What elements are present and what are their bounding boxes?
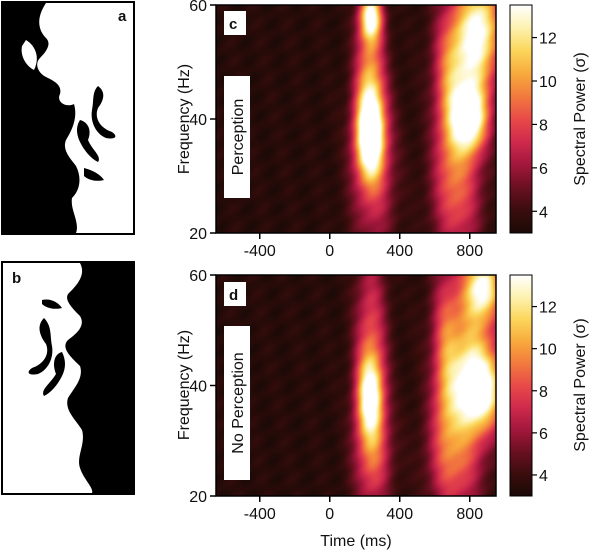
panel-c-xtick-label: 400 (386, 243, 413, 260)
panel-d-ytick-label: 60 (189, 268, 207, 285)
colorbar-c-label: Spectral Power (σ) (572, 52, 589, 185)
panel-d-letter: d (229, 287, 238, 304)
mooney-face-shadow-b (65, 263, 133, 493)
colorbar-c-tick-label: 10 (539, 74, 557, 91)
panel-c-xtick-label: 0 (325, 243, 334, 260)
mooney-face-eye-a (91, 86, 116, 139)
panel-c-heatmap (216, 5, 496, 233)
panel-a-stimulus: a (1, 1, 135, 235)
mooney-face-nose-b (43, 352, 65, 396)
mooney-face-nose-a (77, 120, 99, 162)
mooney-face-mouth-b (42, 299, 62, 309)
panel-d-condition-label: No Perception (230, 352, 247, 453)
colorbar-d-tick-label: 6 (539, 426, 548, 443)
panel-d-xtick-label: 400 (386, 506, 413, 523)
panel-d-xtick-label: 0 (325, 506, 334, 523)
colorbar-c-tick-label: 6 (539, 161, 548, 178)
mooney-face-eye-b (28, 318, 53, 375)
panel-d-xtick-label: 800 (456, 506, 483, 523)
panel-d-xtick-label: -400 (244, 506, 276, 523)
panel-c-ylabel: Frequency (Hz) (176, 64, 193, 174)
panel-d-heatmap (216, 275, 496, 496)
panel-d-xlabel: Time (ms) (320, 533, 391, 550)
mooney-face-highlight-a (21, 40, 37, 70)
panel-b-stimulus: b (1, 261, 135, 495)
panel-c-xtick-label: 800 (456, 243, 483, 260)
panel-c-ytick-label: 40 (189, 112, 207, 129)
colorbar-c-tick-label: 8 (539, 117, 548, 134)
panel-d-ytick-label: 40 (189, 379, 207, 396)
panel-c-condition-box (224, 76, 250, 198)
colorbar-d-tick-label: 8 (539, 384, 548, 401)
mooney-face-shadow-a (3, 3, 80, 233)
colorbar-d-tick-label: 12 (539, 300, 557, 317)
panel-d-condition-box (224, 326, 250, 480)
panel-d-ylabel: Frequency (Hz) (176, 330, 193, 440)
panel-c-letter: c (229, 16, 237, 33)
panel-c-ytick-label: 20 (189, 226, 207, 243)
panel-c-letter-box (224, 11, 246, 35)
colorbar-d-tick-label: 4 (539, 468, 548, 485)
panel-b-letter: b (12, 270, 21, 287)
panel-d-letter-box (224, 282, 246, 306)
colorbar-c-tick-label: 12 (539, 31, 557, 48)
panel-c-condition-label: Perception (230, 99, 247, 176)
panel-d: -400 0 400 800 20 40 60 d No Perception Freque… (176, 268, 497, 550)
panel-c-xtick-label: -400 (244, 243, 276, 260)
panel-a-letter: a (118, 8, 127, 25)
panel-c-ytick-label: 60 (189, 0, 207, 15)
panel-c: -400 0 400 800 20 40 60 c Perception Frequency… (176, 0, 497, 260)
colorbar-d-label: Spectral Power (σ) (572, 318, 589, 451)
colorbar-d-tick-label: 10 (539, 342, 557, 359)
colorbar-d: 4 6 8 10 12 Spectral Power (σ) (509, 274, 589, 497)
panel-d-ytick-label: 20 (189, 489, 207, 506)
mooney-face-mouth-a (84, 168, 104, 181)
colorbar-c: 4 6 8 10 12 Spectral Power (σ) (509, 4, 589, 234)
colorbar-c-tick-label: 4 (539, 204, 548, 221)
